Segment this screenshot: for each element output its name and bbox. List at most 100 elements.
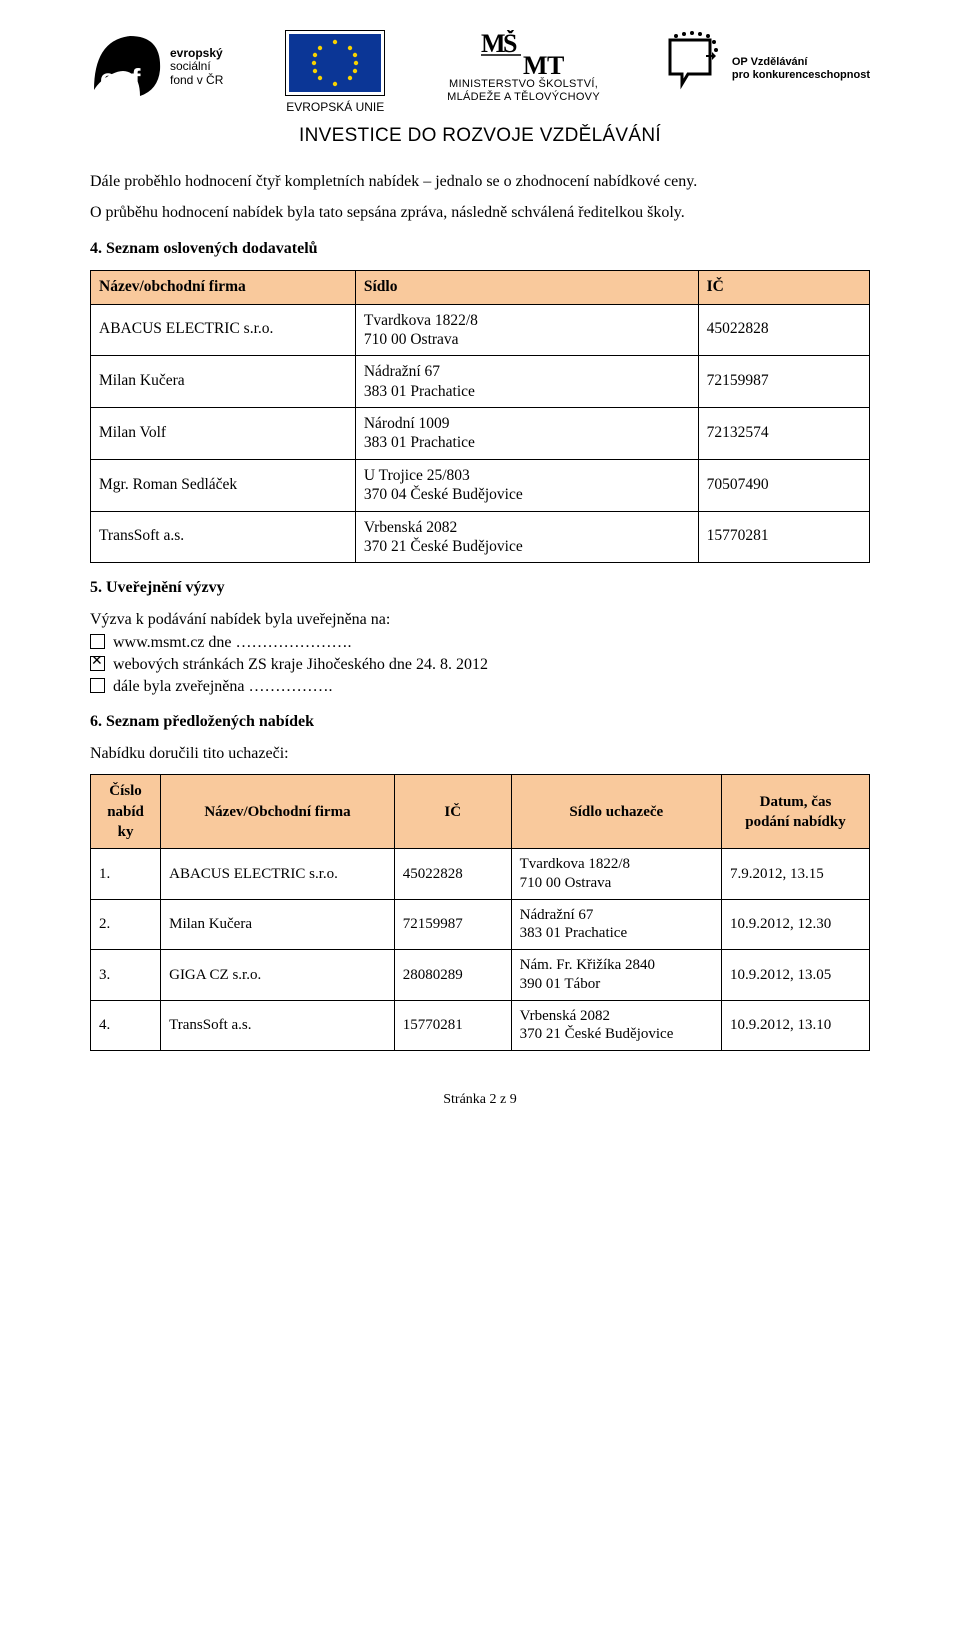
cell-addr: U Trojice 25/803370 04 České Budějovice <box>355 459 698 511</box>
intro-p2: O průběhu hodnocení nabídek byla tato se… <box>90 202 870 224</box>
cell-ic: 15770281 <box>394 1000 511 1051</box>
section5-intro: Výzva k podávání nabídek byla uveřejněna… <box>90 609 870 631</box>
checkbox-row: dále byla zveřejněna ……………. <box>90 676 870 698</box>
eu-flag-icon <box>285 30 385 96</box>
cell-ic: 72159987 <box>394 899 511 950</box>
cell-addr: Vrbenská 2082370 21 České Budějovice <box>355 511 698 563</box>
cell-dt: 10.9.2012, 13.10 <box>721 1000 869 1051</box>
cell-name: ABACUS ELECTRIC s.r.o. <box>161 849 395 900</box>
opvk-line2: pro konkurenceschopnost <box>732 69 870 82</box>
cell-addr: Vrbenská 2082370 21 České Budějovice <box>511 1000 721 1051</box>
cell-name: TransSoft a.s. <box>91 511 356 563</box>
opvk-logo: OP Vzdělávání pro konkurenceschopnost <box>662 30 870 92</box>
cell-dt: 10.9.2012, 13.05 <box>721 950 869 1001</box>
document-page: esf evropský sociální fond v ČR <box>0 0 960 1150</box>
svg-text:Š: Š <box>503 30 517 58</box>
eu-logo: EVROPSKÁ UNIE <box>285 30 385 115</box>
table-header-row: Název/obchodní firma Sídlo IČ <box>91 270 870 304</box>
cell-name: GIGA CZ s.r.o. <box>161 950 395 1001</box>
invest-title: INVESTICE DO ROZVOJE VZDĚLÁVÁNÍ <box>90 123 870 149</box>
col-ic: IČ <box>394 775 511 849</box>
checkbox-checked-icon <box>90 656 105 671</box>
table-row: 1. ABACUS ELECTRIC s.r.o. 45022828 Tvard… <box>91 849 870 900</box>
msmt-text: MINISTERSTVO ŠKOLSTVÍ, MLÁDEŽE A TĚLOVÝC… <box>447 78 600 103</box>
cell-n: 2. <box>91 899 161 950</box>
section6-intro: Nabídku doručili tito uchazeči: <box>90 743 870 765</box>
cell-addr: Nám. Fr. Křižíka 2840390 01 Tábor <box>511 950 721 1001</box>
page-footer: Stránka 2 z 9 <box>90 1091 870 1110</box>
opt3-label: dále byla zveřejněna ……………. <box>113 678 332 695</box>
col-date: Datum, čas podání nabídky <box>721 775 869 849</box>
cell-dt: 10.9.2012, 12.30 <box>721 899 869 950</box>
msmt-logo: M Š M T MINISTERSTVO ŠKOLSTVÍ, MLÁDEŽE A… <box>447 30 600 103</box>
cell-name: TransSoft a.s. <box>161 1000 395 1051</box>
cell-addr: Národní 1009383 01 Prachatice <box>355 408 698 460</box>
checkbox-unchecked-icon <box>90 678 105 693</box>
table-row: TransSoft a.s. Vrbenská 2082370 21 České… <box>91 511 870 563</box>
col-sidlo: Sídlo uchazeče <box>511 775 721 849</box>
cell-name: Milan Kučera <box>91 356 356 408</box>
cell-dt: 7.9.2012, 13.15 <box>721 849 869 900</box>
svg-text:M: M <box>481 30 506 58</box>
table-row: ABACUS ELECTRIC s.r.o. Tvardkova 1822/87… <box>91 304 870 356</box>
suppliers-table: Název/obchodní firma Sídlo IČ ABACUS ELE… <box>90 270 870 564</box>
col-ic: IČ <box>698 270 869 304</box>
cell-name: Milan Volf <box>91 408 356 460</box>
section6-title: 6. Seznam předložených nabídek <box>90 711 870 733</box>
intro-p1: Dále proběhlo hodnocení čtyř kompletních… <box>90 171 870 193</box>
msmt-icon: M Š M T <box>481 30 567 78</box>
table-row: Milan Kučera Nádražní 67383 01 Prachatic… <box>91 356 870 408</box>
opvk-icon <box>662 30 726 92</box>
table-row: Milan Volf Národní 1009383 01 Prachatice… <box>91 408 870 460</box>
cell-name: ABACUS ELECTRIC s.r.o. <box>91 304 356 356</box>
esf-logo: esf evropský sociální fond v ČR <box>90 30 223 104</box>
cell-ic: 45022828 <box>394 849 511 900</box>
msmt-line1: MINISTERSTVO ŠKOLSTVÍ, <box>447 78 600 91</box>
opt2-label: webových stránkách ZS kraje Jihočeského … <box>113 656 488 673</box>
cell-ic: 15770281 <box>698 511 869 563</box>
cell-addr: Nádražní 67383 01 Prachatice <box>355 356 698 408</box>
opvk-text-block: OP Vzdělávání pro konkurenceschopnost <box>732 30 870 81</box>
table-header-row: Číslo nabíd ky Název/Obchodní firma IČ S… <box>91 775 870 849</box>
cell-ic: 72132574 <box>698 408 869 460</box>
eu-caption: EVROPSKÁ UNIE <box>286 99 384 115</box>
cell-name: Milan Kučera <box>161 899 395 950</box>
cell-name: Mgr. Roman Sedláček <box>91 459 356 511</box>
section5-title: 5. Uveřejnění výzvy <box>90 577 870 599</box>
checkbox-row: webových stránkách ZS kraje Jihočeského … <box>90 654 870 676</box>
svg-text:M: M <box>523 51 548 78</box>
checkbox-row: www.msmt.cz dne …………………. <box>90 632 870 654</box>
table-row: Mgr. Roman Sedláček U Trojice 25/803370 … <box>91 459 870 511</box>
col-sidlo: Sídlo <box>355 270 698 304</box>
svg-text:T: T <box>547 51 564 78</box>
section4-title: 4. Seznam oslovených dodavatelů <box>90 238 870 260</box>
cell-n: 1. <box>91 849 161 900</box>
cell-n: 3. <box>91 950 161 1001</box>
esf-line2: sociální <box>170 60 223 73</box>
cell-n: 4. <box>91 1000 161 1051</box>
svg-text:esf: esf <box>100 63 141 94</box>
checkbox-unchecked-icon <box>90 634 105 649</box>
opvk-line1: OP Vzdělávání <box>732 56 870 69</box>
cell-ic: 72159987 <box>698 356 869 408</box>
logo-strip: esf evropský sociální fond v ČR <box>90 30 870 115</box>
cell-addr: Tvardkova 1822/8710 00 Ostrava <box>511 849 721 900</box>
cell-ic: 70507490 <box>698 459 869 511</box>
bids-table: Číslo nabíd ky Název/Obchodní firma IČ S… <box>90 774 870 1051</box>
col-name: Název/obchodní firma <box>91 270 356 304</box>
col-number: Číslo nabíd ky <box>91 775 161 849</box>
table-row: 4. TransSoft a.s. 15770281 Vrbenská 2082… <box>91 1000 870 1051</box>
cell-addr: Tvardkova 1822/8710 00 Ostrava <box>355 304 698 356</box>
msmt-line2: MLÁDEŽE A TĚLOVÝCHOVY <box>447 91 600 104</box>
esf-text: evropský sociální fond v ČR <box>170 47 223 87</box>
cell-ic: 28080289 <box>394 950 511 1001</box>
esf-line3: fond v ČR <box>170 74 223 87</box>
col-name: Název/Obchodní firma <box>161 775 395 849</box>
esf-icon: esf <box>90 30 164 104</box>
cell-addr: Nádražní 67383 01 Prachatice <box>511 899 721 950</box>
opt1-label: www.msmt.cz dne …………………. <box>113 634 352 651</box>
table-row: 2. Milan Kučera 72159987 Nádražní 67383 … <box>91 899 870 950</box>
cell-ic: 45022828 <box>698 304 869 356</box>
table-row: 3. GIGA CZ s.r.o. 28080289 Nám. Fr. Křiž… <box>91 950 870 1001</box>
footer-text: Stránka 2 z 9 <box>443 1092 516 1107</box>
